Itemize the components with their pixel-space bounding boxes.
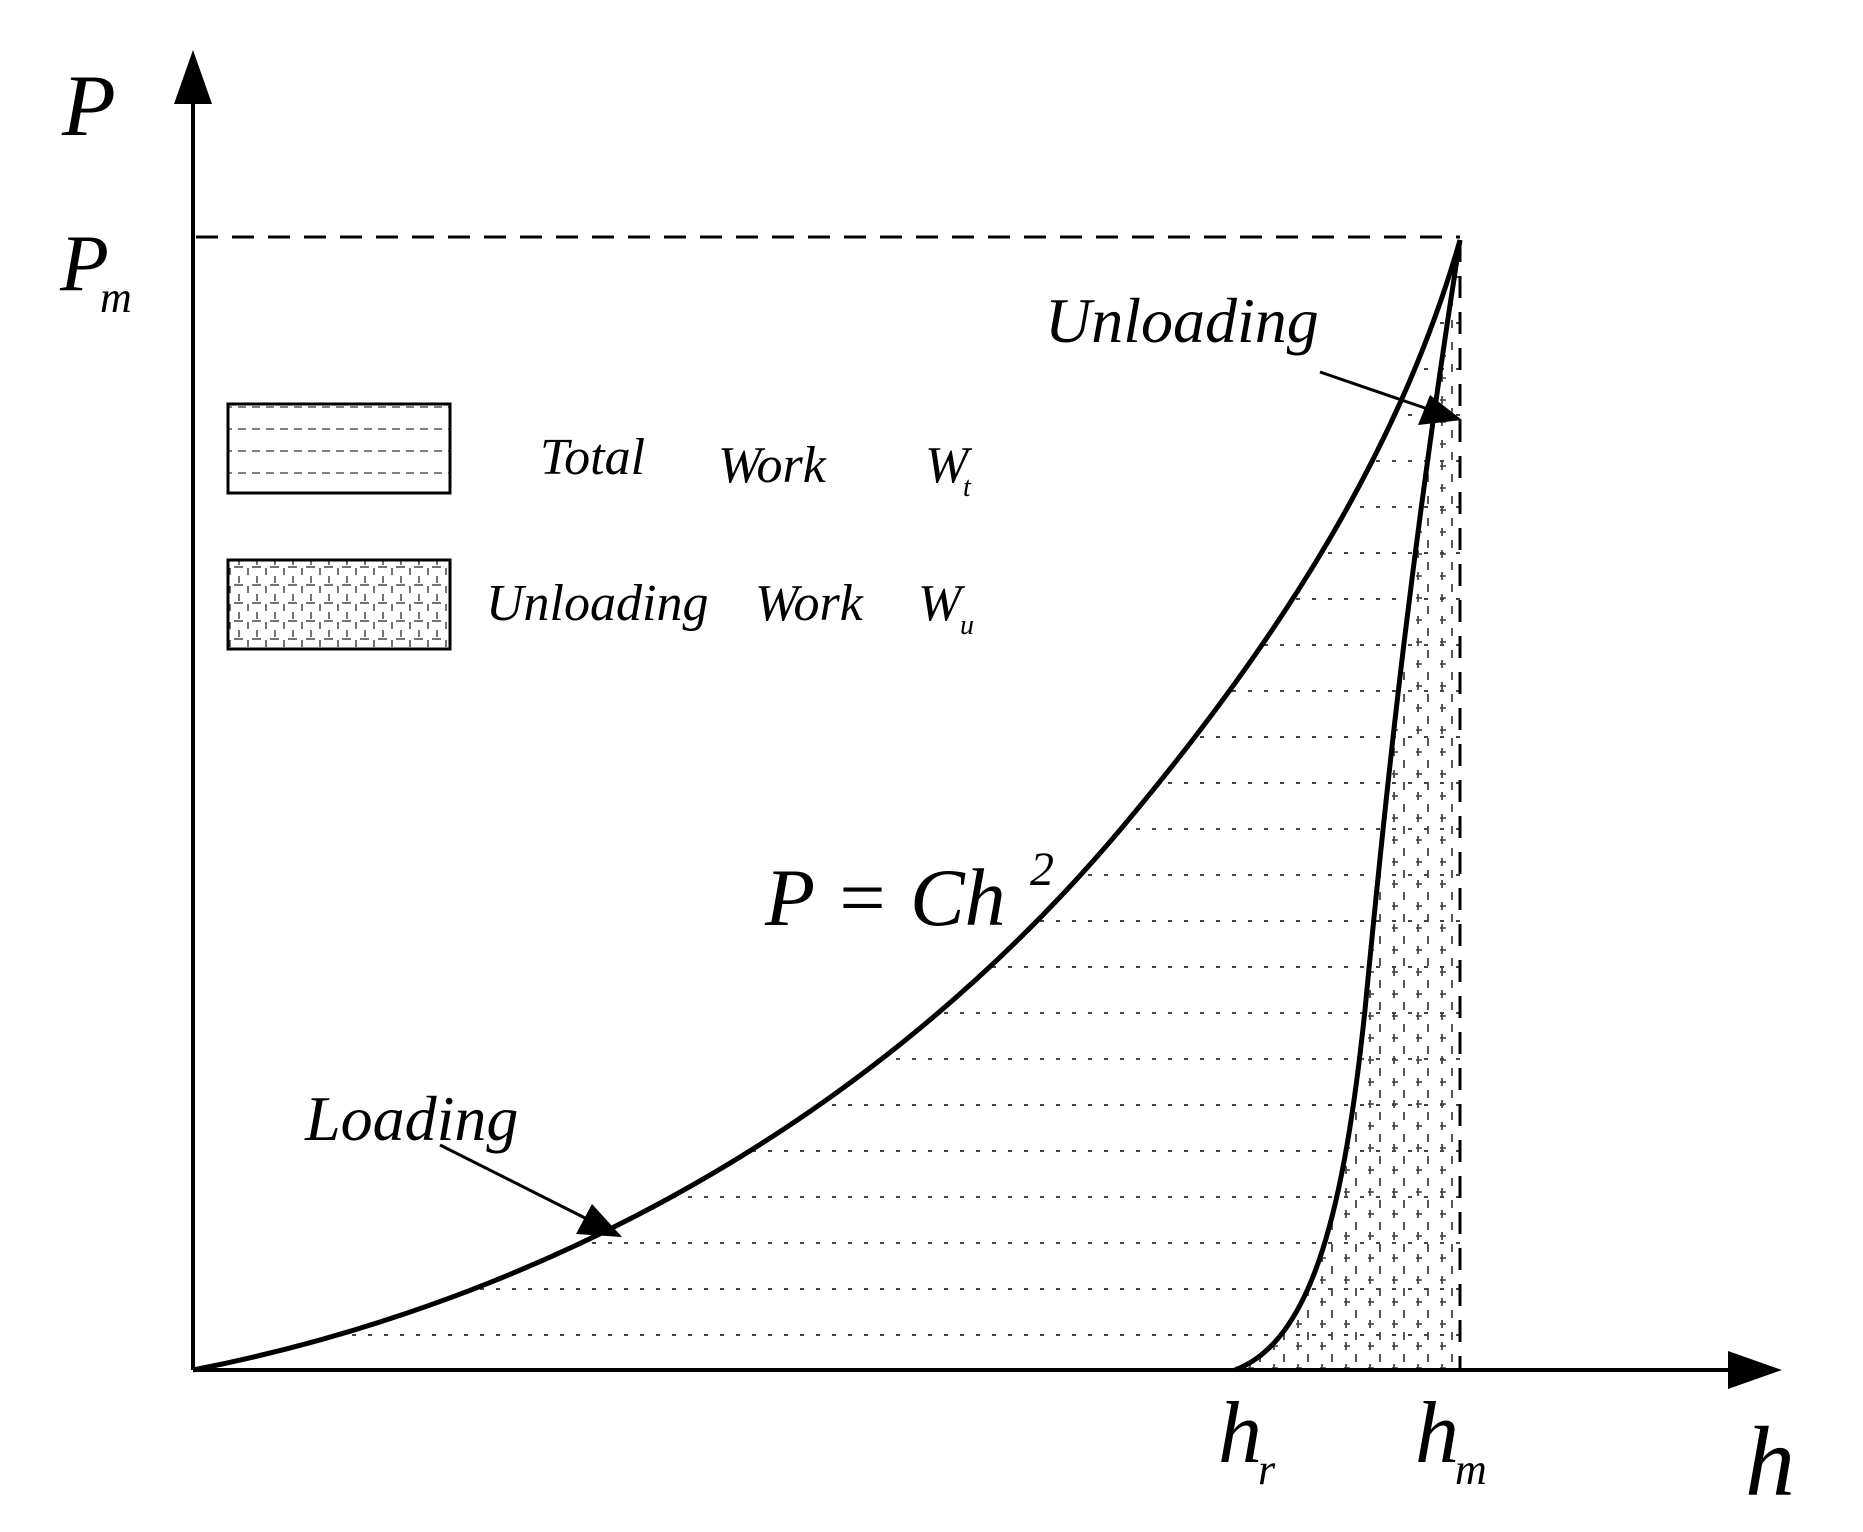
legend-unloading-symbol: W <box>918 575 966 632</box>
total-work-region <box>193 240 1460 1370</box>
legend-total-symbol-sub: t <box>963 472 972 503</box>
hm-label-sub: m <box>1455 1445 1487 1494</box>
unloading-curve <box>1234 239 1463 1373</box>
legend-total-word-1: Total <box>540 429 645 486</box>
legend-unloading-symbol-sub: u <box>960 610 974 641</box>
legend-total-symbol: W <box>925 437 973 494</box>
legend-total-word-2: Work <box>718 437 827 494</box>
legend: Total Work W t Unloading Work W u <box>226 402 974 651</box>
unloading-arrow-head <box>1418 395 1462 425</box>
unloading-work-region <box>1235 240 1460 1370</box>
y-axis-label: P <box>61 58 116 155</box>
hr-label-sub: r <box>1258 1445 1276 1494</box>
loading-annotation: Loading <box>304 1083 518 1154</box>
hr-label: h <box>1218 1385 1262 1482</box>
unloading-arrow-shaft <box>1319 370 1426 410</box>
legend-unloading-word-2: Work <box>755 575 864 632</box>
equation-exponent: 2 <box>1030 843 1054 896</box>
loading-curve <box>192 239 1463 1373</box>
legend-unloading-word-1: Unloading <box>486 575 708 632</box>
legend-swatch-total-work <box>226 402 452 495</box>
x-axis-label: h <box>1745 1406 1795 1517</box>
loading-arrow-shaft <box>439 1143 586 1220</box>
legend-swatch-unloading-work <box>226 558 452 651</box>
unloading-annotation: Unloading <box>1045 285 1319 356</box>
pm-label-sub: m <box>100 273 132 322</box>
equation-label: P = Ch <box>764 852 1006 943</box>
pm-label: P <box>59 220 109 308</box>
y-axis-arrow <box>174 50 212 104</box>
loading-arrow-head <box>576 1204 622 1237</box>
x-axis-arrow <box>1728 1351 1782 1389</box>
hm-label: h <box>1415 1385 1459 1482</box>
